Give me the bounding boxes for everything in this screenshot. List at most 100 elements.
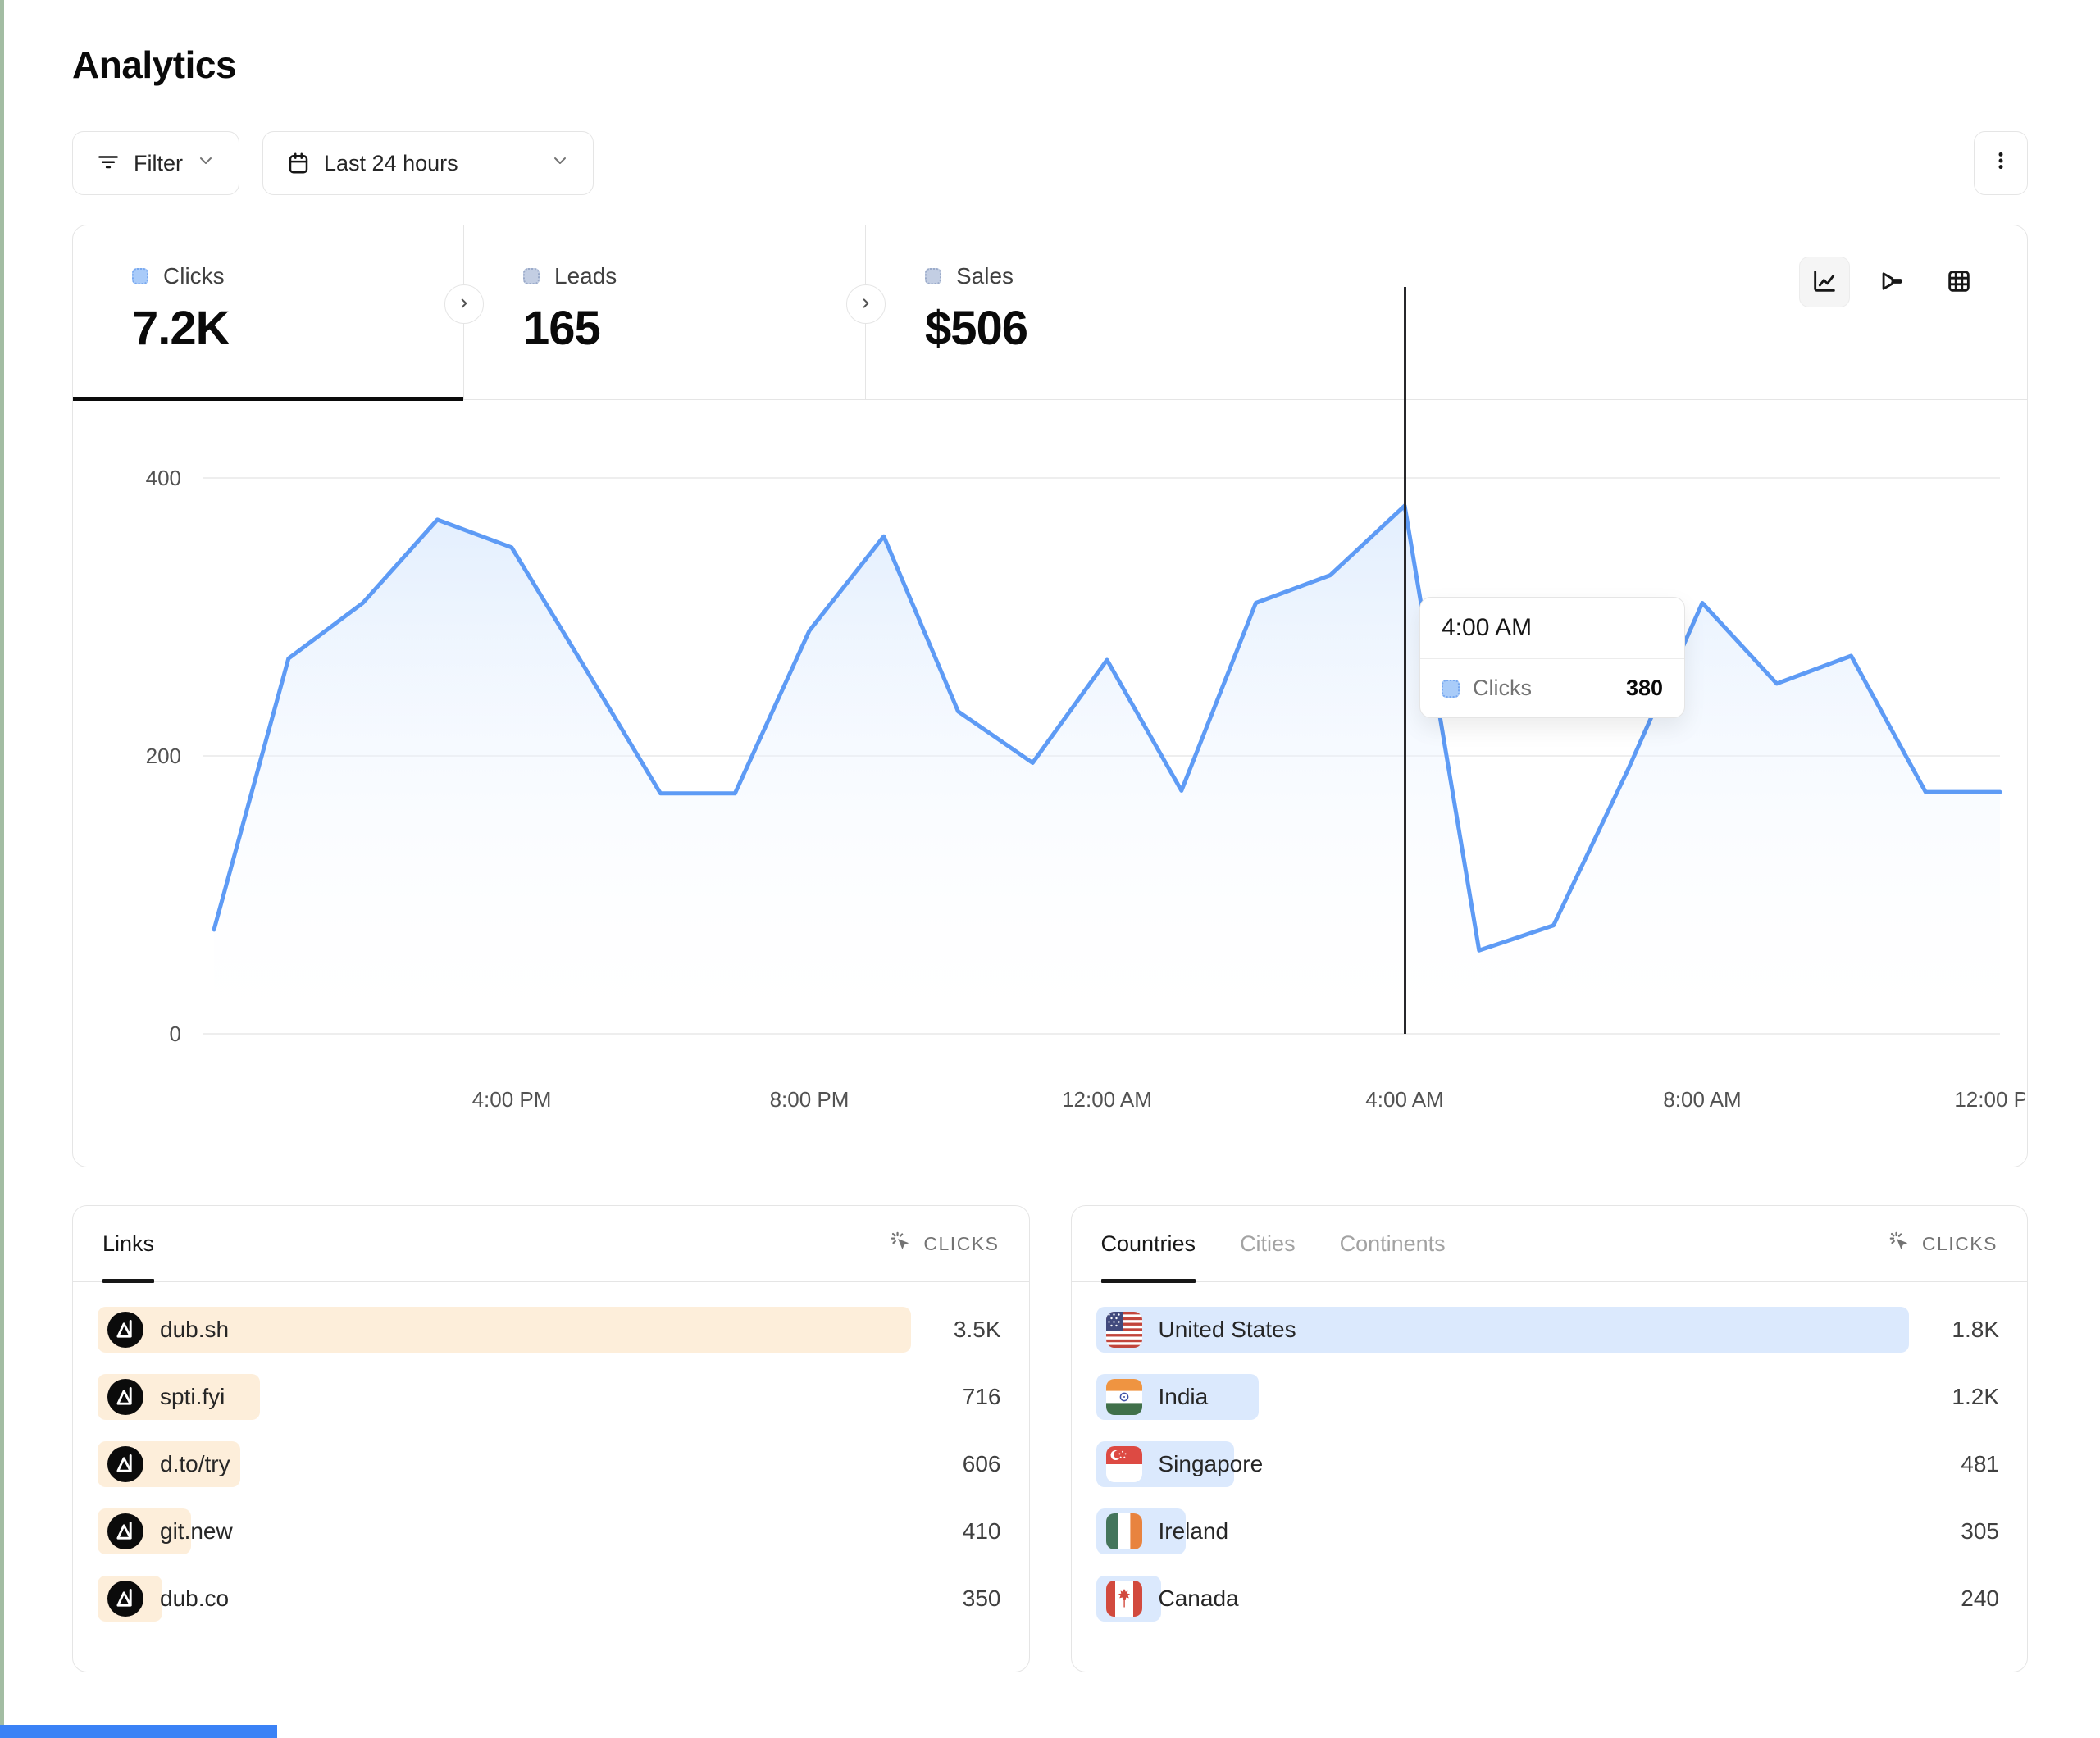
bar-zone: dub.sh	[98, 1307, 911, 1353]
analytics-chart-card: Clicks 7.2K Leads 165 Sales $506 0 200 400 4:00 …	[72, 225, 2028, 1167]
flag-icon-ie	[1105, 1513, 1142, 1549]
item-value: 240	[1961, 1586, 1999, 1611]
metric-label: Sales	[956, 263, 1014, 289]
item-value: 410	[962, 1518, 1001, 1544]
metric-label: Clicks	[163, 263, 225, 289]
left-edge-accent	[0, 0, 4, 1738]
dub-logo-icon	[107, 1379, 143, 1415]
bar-zone: dub.co	[98, 1576, 911, 1622]
list-item-singapore[interactable]: Singapore 481	[1096, 1441, 1999, 1487]
svg-text:4:00 AM: 4:00 AM	[1365, 1087, 1443, 1112]
cursor-click-icon	[890, 1231, 912, 1258]
item-value: 716	[962, 1384, 1001, 1409]
bar-zone: git.new	[98, 1508, 911, 1554]
bar-zone: Ireland	[1096, 1508, 1910, 1554]
metric-expand-chevron[interactable]	[846, 284, 886, 324]
metric-label: Leads	[554, 263, 617, 289]
svg-text:8:00 AM: 8:00 AM	[1663, 1087, 1741, 1112]
geo-tab-continents[interactable]: Continents	[1339, 1231, 1446, 1256]
list-item-canada[interactable]: Canada 240	[1096, 1576, 1999, 1622]
list-item-india[interactable]: India 1.2K	[1096, 1374, 1999, 1420]
table-icon	[1945, 267, 1973, 298]
line-chart-icon	[1811, 267, 1838, 298]
tooltip-value: 380	[1625, 676, 1663, 700]
chart-crosshair	[1403, 287, 1406, 1034]
bar-zone: United States	[1096, 1307, 1909, 1353]
chart-tooltip: 4:00 AM Clicks 380	[1419, 597, 1685, 718]
dub-logo-icon	[107, 1581, 143, 1617]
more-menu-button[interactable]	[1974, 131, 2028, 195]
list-item-dub-co[interactable]: dub.co 350	[98, 1576, 1001, 1622]
svg-text:400: 400	[146, 466, 181, 490]
svg-text:8:00 PM: 8:00 PM	[770, 1087, 850, 1112]
metric-value: 165	[523, 302, 601, 355]
item-label: dub.co	[160, 1586, 230, 1611]
metric-tabs-row: Clicks 7.2K Leads 165 Sales $506	[73, 225, 2027, 401]
list-item-d-to-try[interactable]: d.to/try 606	[98, 1441, 1001, 1487]
metric-swatch	[523, 268, 540, 284]
links-rows: dub.sh 3.5K spti.fyi 716 d.to/try 606 git.new 4…	[73, 1282, 1029, 1622]
metric-value: $506	[925, 302, 1028, 355]
links-panel: Links CLICKS dub.sh 3.5K spti.fyi 716 d.to/t…	[72, 1205, 1030, 1672]
bottom-accent-bar	[0, 1725, 277, 1738]
dub-logo-icon	[107, 1446, 143, 1482]
tooltip-series-label: Clicks	[1473, 676, 1532, 700]
item-value: 1.8K	[1952, 1317, 1999, 1342]
calendar-icon	[286, 151, 311, 175]
item-value: 3.5K	[953, 1317, 1001, 1342]
item-label: Ireland	[1158, 1518, 1229, 1544]
list-item-spti-fyi[interactable]: spti.fyi 716	[98, 1374, 1001, 1420]
list-item-git-new[interactable]: git.new 410	[98, 1508, 1001, 1554]
item-value: 606	[962, 1451, 1001, 1476]
flag-icon-sg	[1105, 1446, 1142, 1482]
item-label: Singapore	[1158, 1451, 1264, 1476]
metric-expand-chevron[interactable]	[444, 284, 484, 324]
chart-view-toggles	[1799, 257, 1984, 307]
value-bar	[98, 1307, 911, 1353]
list-item-dub-sh[interactable]: dub.sh 3.5K	[98, 1307, 1001, 1353]
bar-zone: India	[1096, 1374, 1910, 1420]
filter-label: Filter	[134, 150, 183, 175]
list-item-ireland[interactable]: Ireland 305	[1096, 1508, 1999, 1554]
tooltip-time: 4:00 AM	[1420, 598, 1684, 659]
geo-panel: Countries Cities Continents CLICKS United …	[1070, 1205, 2028, 1672]
cursor-click-icon	[1888, 1231, 1911, 1258]
metric-tab-leads[interactable]: Leads 165	[464, 225, 866, 399]
item-value: 481	[1961, 1451, 1999, 1476]
item-value: 350	[962, 1586, 1001, 1611]
geo-panel-header: Countries Cities Continents CLICKS	[1071, 1206, 2027, 1283]
svg-text:12:00 AM: 12:00 AM	[1062, 1087, 1152, 1112]
analytics-page: Analytics Filter Last 24 hours	[72, 43, 2028, 1672]
view-funnel-button[interactable]	[1866, 257, 1917, 307]
dub-logo-icon	[107, 1312, 143, 1348]
metric-value: 7.2K	[132, 302, 230, 355]
list-item-united-states[interactable]: United States 1.8K	[1096, 1307, 1999, 1353]
flag-icon-us	[1105, 1312, 1142, 1348]
view-line-chart-button[interactable]	[1799, 257, 1850, 307]
clicks-time-series-chart[interactable]: 0 200 400 4:00 PM 8:00 PM 12:00 AM 4:00 AM 8:00…	[73, 287, 2027, 1166]
geo-tab-countries[interactable]: Countries	[1100, 1206, 1196, 1283]
bar-zone: Canada	[1096, 1576, 1910, 1622]
chevron-right-icon	[857, 294, 875, 315]
chevron-down-icon	[196, 151, 216, 176]
item-label: d.to/try	[160, 1451, 230, 1476]
date-range-button[interactable]: Last 24 hours	[262, 131, 594, 195]
metric-swatch	[925, 268, 941, 284]
flag-icon-in	[1105, 1379, 1142, 1415]
filter-button[interactable]: Filter	[72, 131, 239, 195]
metric-tab-sales[interactable]: Sales $506	[866, 225, 2027, 399]
geo-metric-header[interactable]: CLICKS	[1888, 1231, 1998, 1258]
bottom-panels: Links CLICKS dub.sh 3.5K spti.fyi 716 d.to/t…	[72, 1205, 2028, 1672]
dub-logo-icon	[107, 1513, 143, 1549]
geo-tab-cities[interactable]: Cities	[1240, 1231, 1296, 1256]
view-table-button[interactable]	[1934, 257, 1984, 307]
funnel-icon	[1878, 267, 1906, 298]
links-tab-links[interactable]: Links	[102, 1206, 155, 1283]
date-range-label: Last 24 hours	[324, 150, 458, 175]
item-value: 1.2K	[1952, 1384, 1999, 1409]
geo-tabs: Countries Cities Continents	[1100, 1206, 1446, 1283]
links-metric-header[interactable]: CLICKS	[890, 1231, 999, 1258]
metric-tab-clicks[interactable]: Clicks 7.2K	[73, 225, 464, 401]
area-chart: 0 200 400 4:00 PM 8:00 PM 12:00 AM 4:00 AM 8:00…	[146, 466, 2025, 1112]
tooltip-row: Clicks 380	[1420, 659, 1684, 717]
